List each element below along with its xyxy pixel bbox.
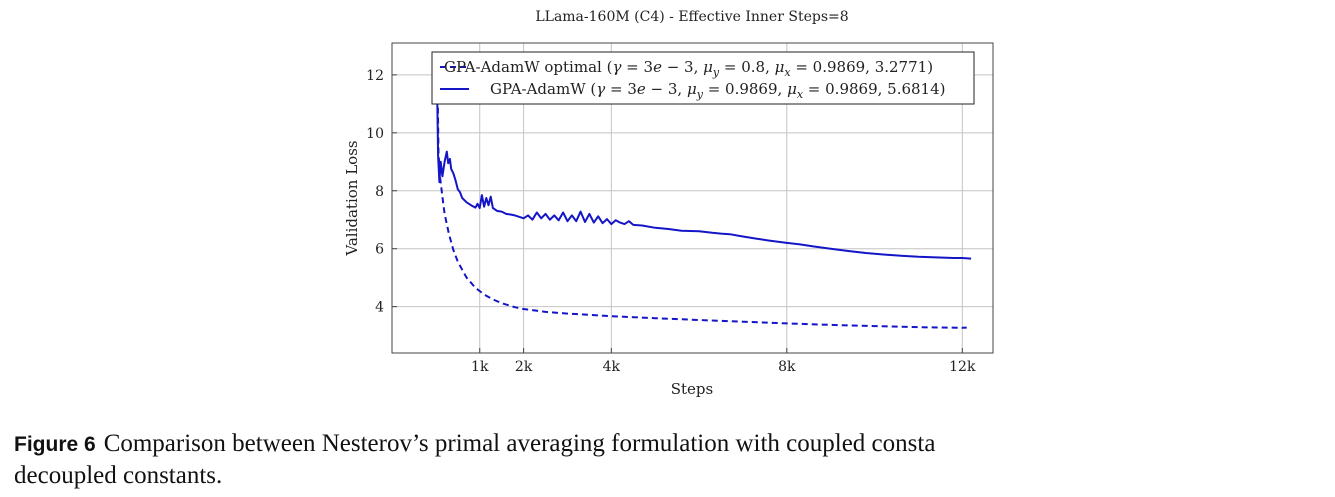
y-tick-label: 4 [375, 300, 384, 316]
x-tick-label: 12k [949, 359, 976, 375]
y-tick-label: 6 [375, 242, 384, 258]
x-tick-label: 1k [471, 359, 489, 375]
figure-caption: Figure 6 Comparison between Nesterov’s pr… [14, 428, 1320, 491]
series-line-gpa-adamw [435, 60, 972, 260]
legend-label-optimal: GPA-AdamW optimal (γ = 3e − 3, μy = 0.8,… [444, 58, 933, 79]
legend: GPA-AdamW optimal (γ = 3e − 3, μy = 0.8,… [431, 51, 975, 105]
caption-fade-overlay [1010, 430, 1335, 466]
y-axis-ticks: 4 6 8 10 12 [366, 68, 397, 316]
x-tick-label: 4k [603, 359, 621, 375]
x-axis-label: Steps [671, 380, 713, 398]
figure-chart: LLama-160M (C4) - Effective Inner Steps=… [343, 9, 994, 398]
y-tick-label: 12 [366, 68, 384, 84]
legend-label-adamw: GPA-AdamW (γ = 3e − 3, μy = 0.9869, μx =… [490, 80, 946, 101]
figure-label: Figure 6 [14, 433, 96, 456]
x-axis-ticks: 1k 2k 4k 8k 12k [471, 348, 976, 375]
y-tick-label: 10 [366, 126, 384, 142]
caption-text: Comparison between Nesterov’s primal ave… [103, 430, 936, 457]
legend-box [431, 51, 975, 105]
plot-frame [391, 42, 994, 354]
caption-text-continued: decoupled constants. [14, 462, 223, 489]
series-layer [435, 57, 972, 329]
y-tick-label: 8 [375, 184, 384, 200]
y-axis-label: Validation Loss [343, 140, 361, 256]
chart-title: LLama-160M (C4) - Effective Inner Steps=… [535, 9, 848, 25]
x-tick-label: 8k [778, 359, 796, 375]
x-tick-label: 2k [515, 359, 533, 375]
